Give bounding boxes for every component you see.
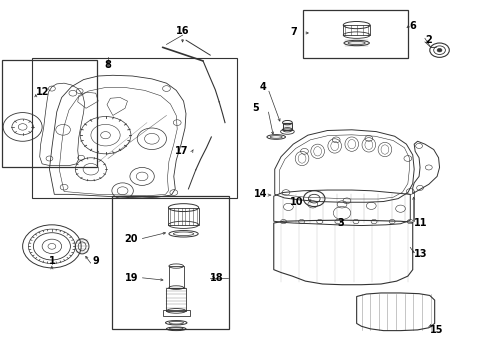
Text: 18: 18 (210, 273, 224, 283)
Text: 8: 8 (104, 60, 111, 70)
Text: 12: 12 (36, 87, 49, 97)
Text: 17: 17 (175, 146, 188, 156)
Text: 2: 2 (424, 35, 431, 45)
Text: 7: 7 (290, 27, 297, 37)
Bar (32, 58, 237, 198)
Text: 13: 13 (413, 248, 427, 258)
Bar (1, 60, 97, 167)
Text: 4: 4 (259, 82, 266, 92)
Text: 14: 14 (254, 189, 267, 199)
Bar (282, 123, 292, 130)
Bar (112, 196, 228, 329)
Bar (303, 10, 407, 58)
Bar (168, 208, 198, 225)
Text: 15: 15 (429, 325, 443, 335)
Text: 16: 16 (176, 26, 189, 36)
Text: 1: 1 (48, 256, 55, 266)
Bar (166, 288, 185, 311)
Bar (343, 25, 369, 35)
Text: 10: 10 (289, 197, 303, 207)
Text: 5: 5 (252, 103, 259, 113)
Bar (168, 266, 183, 288)
Text: 6: 6 (408, 21, 415, 31)
Text: 9: 9 (92, 256, 99, 266)
Text: 3: 3 (336, 218, 343, 228)
Text: 20: 20 (124, 234, 138, 244)
Text: 11: 11 (413, 218, 427, 228)
Bar (162, 310, 189, 316)
Circle shape (436, 48, 441, 52)
Text: 19: 19 (124, 273, 138, 283)
